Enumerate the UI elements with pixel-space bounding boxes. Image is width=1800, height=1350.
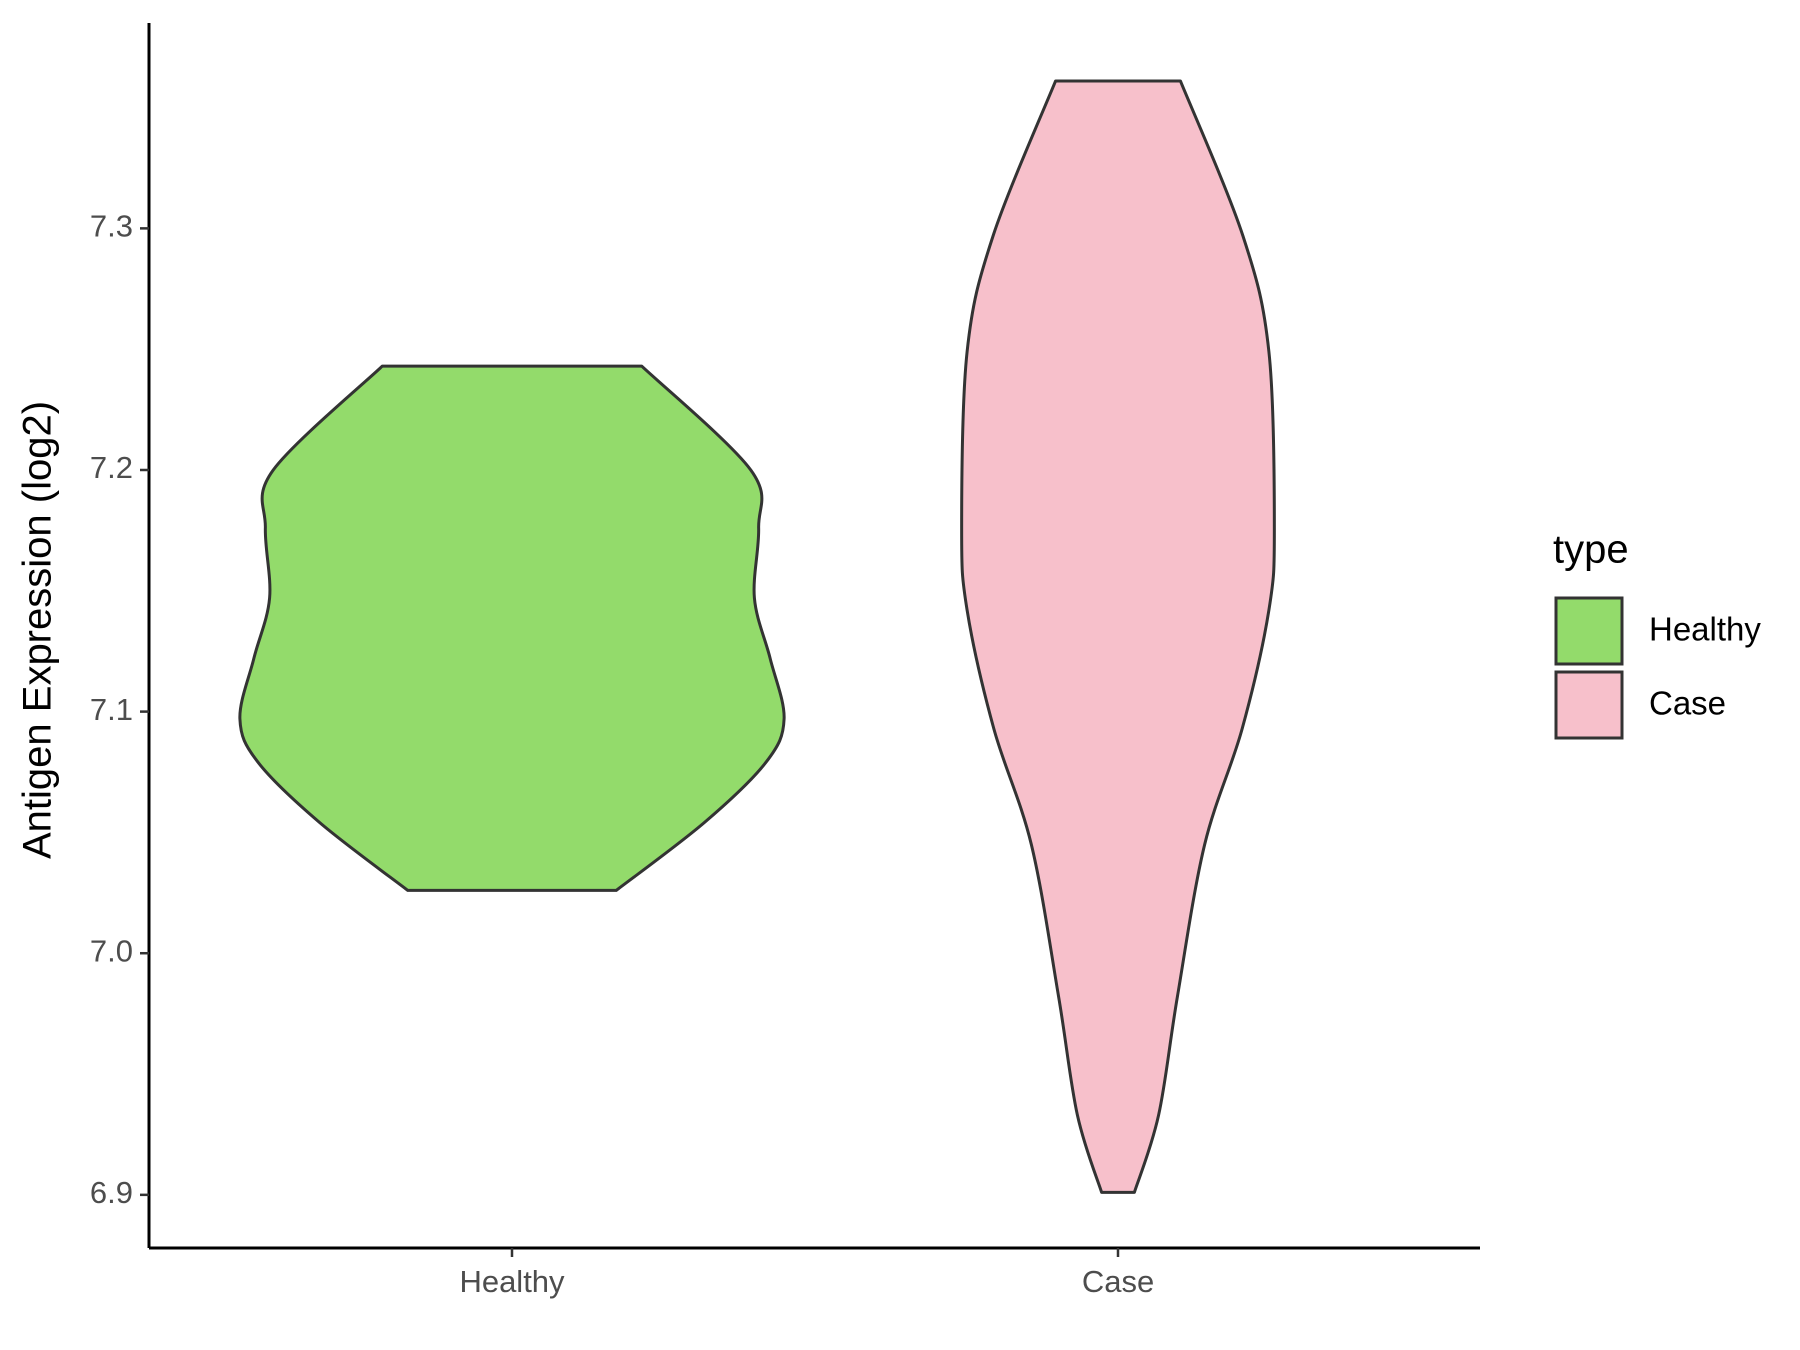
y-tick-label: 7.2	[90, 450, 133, 485]
x-tick-label: Case	[1082, 1264, 1154, 1299]
y-tick-label: 7.0	[90, 933, 133, 968]
legend-label: Healthy	[1649, 611, 1761, 648]
legend-key	[1554, 596, 1624, 666]
y-axis-title: Antigen Expression (log2)	[16, 401, 60, 859]
legend-label: Case	[1649, 685, 1726, 722]
legend-title: type	[1553, 528, 1629, 572]
x-tick-label: Healthy	[459, 1264, 565, 1299]
y-tick-label: 7.3	[90, 209, 133, 244]
y-tick-label: 6.9	[90, 1175, 133, 1210]
y-tick-label: 7.1	[90, 692, 133, 727]
violin	[960, 79, 1276, 1194]
legend-key	[1554, 670, 1624, 740]
violin	[238, 364, 786, 892]
